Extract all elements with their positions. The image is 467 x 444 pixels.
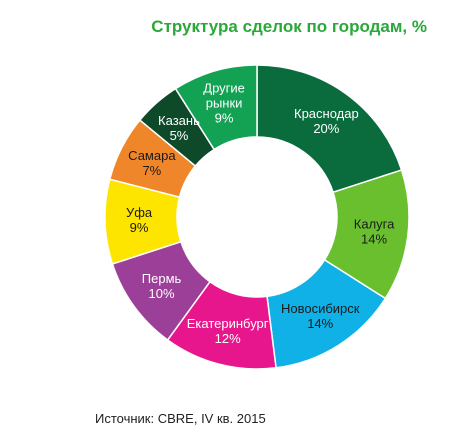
slice-label-0: Краснодар 20% [294,106,359,136]
slice-0 [256,64,403,194]
slice-name-5: Уфа [126,205,153,220]
slice-value-2: 14% [307,316,333,331]
slice-name-4: Пермь [142,271,182,286]
chart-title: Структура сделок по городам, % [151,17,427,36]
slice-label-3: Екатеринбург 12% [187,316,269,346]
slice-label-5: Уфа 9% [126,205,153,235]
slice-value-4: 10% [149,286,175,301]
slice-value-6: 7% [142,163,161,178]
slice-value-8: 9% [215,111,234,126]
slice-name-6: Самара [128,148,176,163]
slice-label-8: Другие рынки 9% [203,81,245,126]
slice-value-7: 5% [170,128,189,143]
slice-name-1: Калуга [354,216,395,231]
slice-name-8: Другие [203,81,245,96]
slice-value-1: 14% [361,231,387,246]
slice-name-7: Казань [158,113,200,128]
slice-label-2: Новосибирск 14% [281,301,360,331]
slice-name-8: рынки [206,96,243,111]
slice-value-5: 9% [130,220,149,235]
slice-name-3: Екатеринбург [187,316,269,331]
slice-label-6: Самара 7% [128,148,176,178]
slice-label-1: Калуга 14% [354,216,395,246]
donut-labels: Краснодар 20%Калуга 14%Новосибирск 14%Екате… [126,81,395,346]
slice-8 [174,64,258,151]
slice-name-0: Краснодар [294,106,359,121]
slice-value-0: 20% [313,121,339,136]
donut-slices [104,64,410,370]
slice-value-3: 12% [215,331,241,346]
slice-label-7: Казань 5% [158,113,200,143]
source-note: Источник: CBRE, IV кв. 2015 [95,411,266,426]
slice-name-2: Новосибирск [281,301,360,316]
slice-label-4: Пермь 10% [142,271,182,301]
